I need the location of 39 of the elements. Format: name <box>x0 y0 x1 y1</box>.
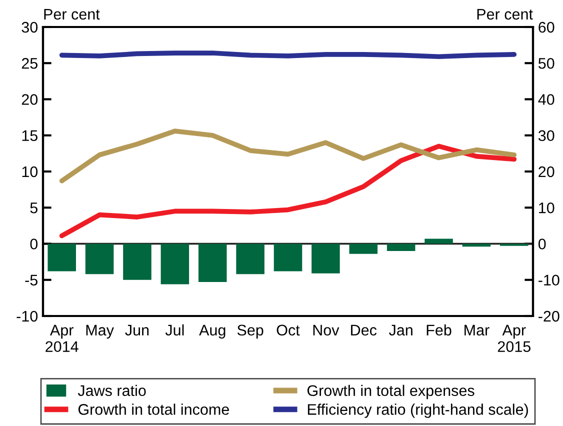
y2-tick-label: 50 <box>538 58 554 69</box>
line-series <box>59 128 517 184</box>
x-tick-label: Mar <box>464 324 490 336</box>
legend-label: Efficiency ratio (right-hand scale) <box>308 404 528 418</box>
y-tick-label: 30 <box>22 22 38 33</box>
x-tick-label: May <box>86 324 114 339</box>
x-tick-label: Dec <box>351 324 377 336</box>
y-tick-label: 0 <box>30 238 38 250</box>
y-tick-label: -5 <box>25 274 38 286</box>
x-tick-label: Oct <box>276 324 300 336</box>
legend-label: Growth in total income <box>78 404 229 415</box>
line-series <box>59 144 517 238</box>
x-tick-label: Aug <box>199 324 226 339</box>
x-tick-label: Jul <box>165 324 184 336</box>
legend-label: Jaws ratio <box>78 384 146 396</box>
x-tick-label: Jan <box>389 324 412 336</box>
y2-tick-label: -20 <box>538 310 560 322</box>
legend-label: Growth in total expenses <box>307 384 474 400</box>
y2-tick-label: 10 <box>539 202 554 214</box>
y-tick-label: 25 <box>22 58 38 69</box>
y2-tick-label: 60 <box>538 22 554 33</box>
x-tick-label: Nov <box>313 324 340 336</box>
y2-tick-label: 30 <box>538 130 554 142</box>
x-tick-label: Apr 2015 <box>498 324 531 352</box>
y-tick-label: 5 <box>30 202 38 214</box>
y-axis-title: Per cent <box>44 8 100 20</box>
y-tick-label: 10 <box>22 166 38 178</box>
y-tick-label: 15 <box>22 130 38 142</box>
x-tick-label: Jun <box>125 324 149 336</box>
x-tick-label: Apr 2014 <box>46 324 78 352</box>
y-tick-label: -10 <box>16 310 38 322</box>
y2-tick-label: 20 <box>538 166 554 178</box>
y2-axis-title: Per cent <box>477 8 533 20</box>
x-tick-label: Sep <box>237 324 264 339</box>
y2-tick-label: 0 <box>538 238 546 250</box>
y-tick-label: 20 <box>22 94 38 105</box>
y2-tick-label: -10 <box>538 274 560 286</box>
y2-tick-label: 40 <box>538 94 554 105</box>
x-tick-label: Feb <box>426 324 452 336</box>
